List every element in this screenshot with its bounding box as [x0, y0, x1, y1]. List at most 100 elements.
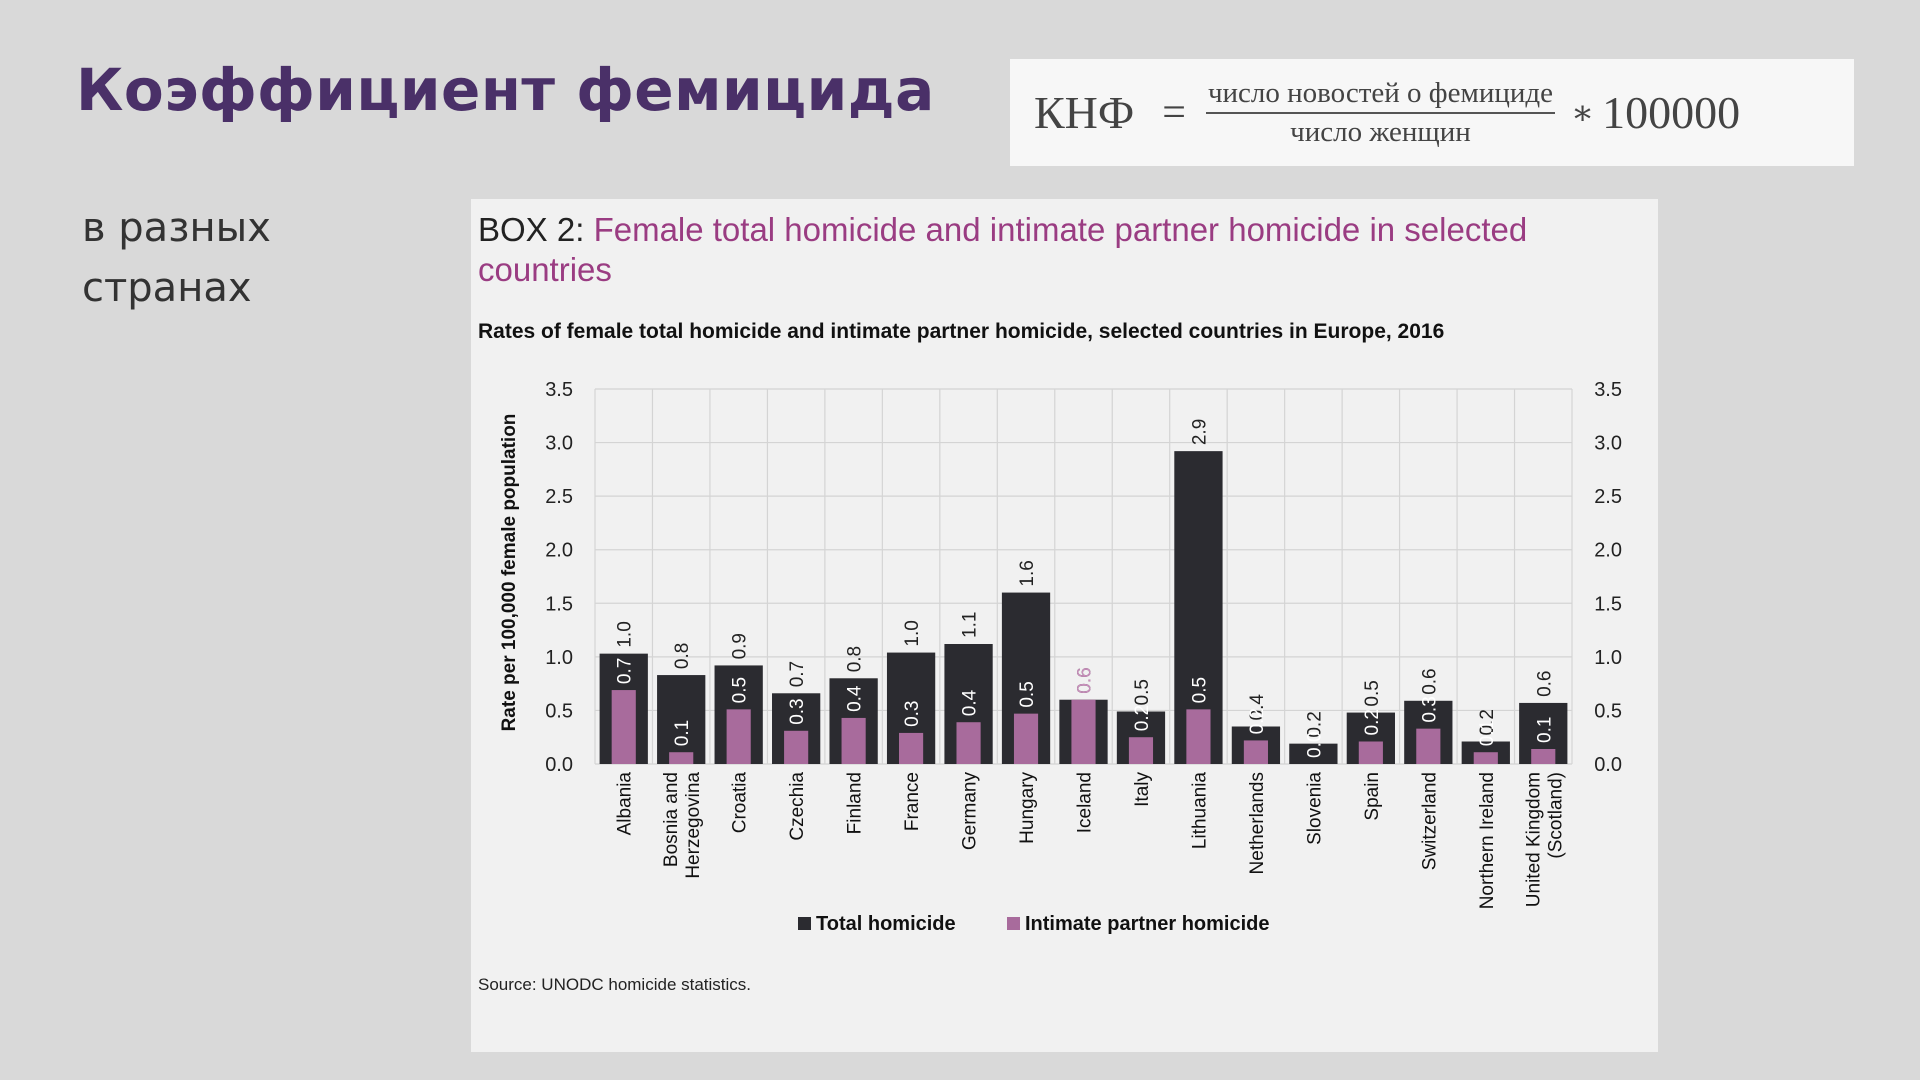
category-label: Italy	[1132, 772, 1153, 807]
data-label-total: 0.2	[1477, 709, 1498, 735]
y-tick-label-right: 1.0	[1594, 647, 1622, 669]
y-tick-label-right: 0.0	[1594, 754, 1622, 776]
data-label-ipv: 0.1	[672, 720, 693, 746]
data-label-total: 0.5	[1132, 679, 1153, 705]
bar-intimate-partner-homicide	[669, 752, 694, 764]
bar-intimate-partner-homicide	[1358, 741, 1383, 764]
homicide-bar-chart: 0.0 0.0 0.5 0.5 1.0 1.0 1.5 1.5 2.0 2.0 2.5 2.5 3.0 3…	[499, 379, 1622, 935]
data-label-ipv: 0.1	[1477, 720, 1498, 746]
data-label-total: 0.5	[1362, 680, 1383, 706]
category-label: Finland	[845, 772, 866, 834]
chart-panel	[471, 199, 1658, 1052]
formula-lhs: КНФ	[1034, 87, 1135, 138]
category-label: Hungary	[1017, 772, 1038, 844]
data-label-total: 1.1	[960, 612, 981, 638]
bar-intimate-partner-homicide	[1473, 752, 1498, 764]
category-label: Bosnia and	[661, 772, 682, 867]
category-label: Czechia	[787, 772, 808, 841]
bar-total-homicide	[1289, 743, 1338, 764]
formula-numerator: число новостей о фемициде	[1205, 77, 1556, 114]
data-label-total: 1.6	[1017, 560, 1038, 586]
category-label: Croatia	[730, 772, 751, 834]
data-label-ipv: 0.2	[1362, 709, 1383, 735]
bar-total-homicide	[657, 675, 706, 764]
box-title: Female total homicide and intimate partn…	[478, 211, 1528, 288]
data-label-total: 0.7	[787, 661, 808, 687]
y-tick-label: 1.5	[545, 593, 573, 615]
category-label: Slovenia	[1304, 772, 1325, 845]
bar-intimate-partner-homicide	[1531, 749, 1556, 764]
data-label-ipv: 0.0	[1304, 732, 1325, 758]
data-label-ipv: 0.3	[787, 698, 808, 724]
legend-swatch-ipv	[1007, 917, 1020, 930]
data-label-ipv: 0.6	[1075, 667, 1096, 693]
data-label-total: 0.8	[845, 646, 866, 672]
category-label: United Kingdom	[1523, 772, 1544, 907]
data-label-ipv: 0.5	[1017, 681, 1038, 707]
y-tick-label-right: 3.5	[1594, 379, 1622, 401]
y-tick-label: 0.0	[545, 754, 573, 776]
box-heading: BOX 2: Female total homicide and intimat…	[478, 210, 1598, 290]
category-label: Lithuania	[1189, 772, 1210, 850]
legend-swatch-total	[798, 917, 811, 930]
formula-equals: =	[1162, 89, 1186, 136]
category-label: Iceland	[1075, 772, 1096, 833]
category-label: Netherlands	[1247, 772, 1268, 874]
y-tick-label-right: 1.5	[1594, 593, 1622, 615]
data-label-total: 0.4	[1247, 694, 1268, 721]
bar-intimate-partner-homicide	[1416, 728, 1441, 764]
category-label: Herzegovina	[683, 772, 704, 879]
bar-intimate-partner-homicide	[1071, 699, 1096, 764]
data-label-total: 0.6	[1419, 668, 1440, 694]
category-label: Spain	[1362, 772, 1383, 821]
formula-denominator: число женщин	[1290, 115, 1471, 148]
y-axis-label: Rate per 100,000 female population	[499, 414, 520, 732]
category-label: (Scotland)	[1545, 772, 1566, 859]
data-label-ipv: 0.4	[845, 685, 866, 712]
bar-intimate-partner-homicide	[841, 717, 866, 764]
femicide-formula: КНФ = число новостей о фемициде число же…	[1010, 59, 1854, 166]
formula-fraction: число новостей о фемициде число женщин	[1205, 77, 1556, 149]
subtitle-line: в разных	[82, 205, 271, 251]
y-tick-label: 1.0	[545, 647, 573, 669]
data-label-ipv: 0.2	[1247, 708, 1268, 734]
y-tick-label: 3.5	[545, 379, 573, 401]
y-tick-label: 2.5	[545, 486, 573, 508]
bar-intimate-partner-homicide	[726, 709, 751, 764]
bar-intimate-partner-homicide	[956, 722, 981, 764]
chart-title: Rates of female total homicide and intim…	[478, 320, 1445, 343]
bar-intimate-partner-homicide	[899, 732, 924, 764]
data-label-total: 1.0	[615, 621, 636, 647]
category-label: Albania	[615, 772, 636, 836]
data-label-total: 0.6	[1534, 671, 1555, 697]
y-tick-label-right: 3.0	[1594, 433, 1622, 455]
bar-intimate-partner-homicide	[1243, 740, 1268, 764]
data-label-ipv: 0.1	[1534, 717, 1555, 743]
category-label: Switzerland	[1419, 772, 1440, 870]
y-tick-label-right: 0.5	[1594, 700, 1622, 722]
data-label-total: 0.6	[1075, 667, 1096, 693]
bar-intimate-partner-homicide	[611, 690, 636, 764]
data-label-total: 0.9	[730, 633, 751, 659]
data-label-total: 0.2	[1304, 711, 1325, 737]
data-label-ipv: 0.4	[960, 689, 981, 716]
source-note: Source: UNODC homicide statistics.	[478, 975, 752, 994]
subtitle-line: странах	[82, 265, 252, 311]
data-label-ipv: 0.7	[615, 658, 636, 684]
slide-subtitle: в разных странах	[82, 198, 271, 318]
category-label: Germany	[960, 772, 981, 851]
y-tick-label-right: 2.5	[1594, 486, 1622, 508]
y-tick-label-right: 2.0	[1594, 540, 1622, 562]
bar-intimate-partner-homicide	[1013, 713, 1039, 764]
data-label-ipv: 0.2	[1132, 705, 1153, 731]
bar-intimate-partner-homicide	[1186, 709, 1211, 764]
data-label-ipv: 0.3	[902, 701, 923, 727]
slide-title: Коэффициент фемицида	[76, 56, 935, 124]
data-label-ipv: 0.3	[1419, 696, 1440, 722]
formula-operator: ∗	[1571, 94, 1595, 132]
category-label: Northern Ireland	[1477, 772, 1498, 909]
data-label-total: 2.9	[1189, 419, 1210, 445]
data-label-ipv: 0.5	[730, 677, 751, 703]
legend-label-ipv: Intimate partner homicide	[1025, 913, 1270, 935]
y-tick-label: 0.5	[545, 700, 573, 722]
